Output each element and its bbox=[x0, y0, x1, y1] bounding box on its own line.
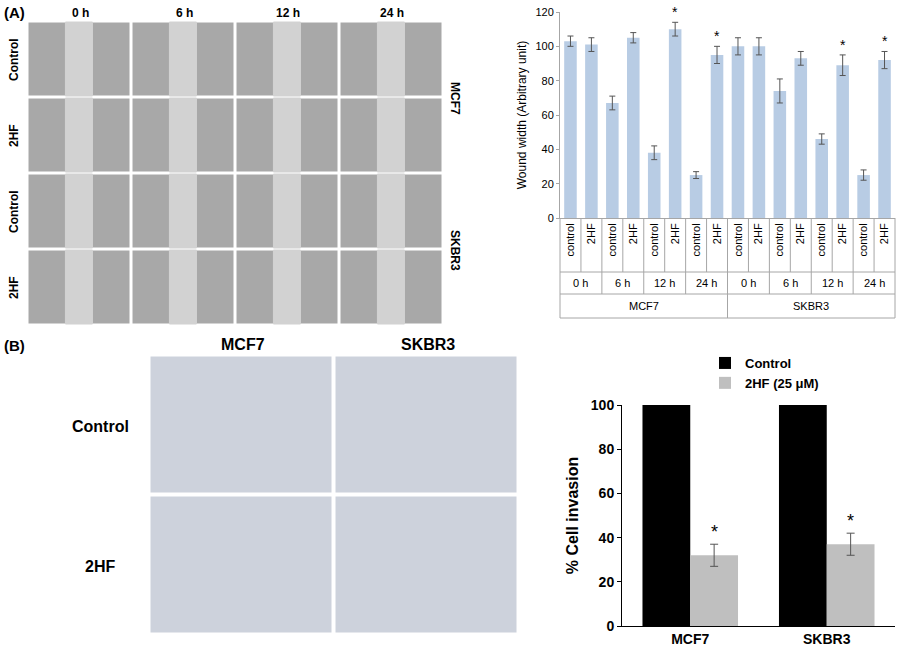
svg-text:100: 100 bbox=[535, 40, 553, 52]
svg-text:control: control bbox=[606, 223, 618, 256]
svg-text:40: 40 bbox=[542, 143, 554, 155]
svg-text:40: 40 bbox=[599, 530, 615, 546]
svg-text:12 h: 12 h bbox=[654, 277, 675, 289]
svg-text:% Cell invasion: % Cell invasion bbox=[564, 457, 581, 574]
svg-text:*: * bbox=[847, 511, 854, 531]
svg-text:0 h: 0 h bbox=[573, 277, 588, 289]
svg-text:SKBR3: SKBR3 bbox=[793, 300, 829, 312]
svg-text:Wound width (Arbitrary unit): Wound width (Arbitrary unit) bbox=[515, 41, 529, 190]
svg-text:2HF: 2HF bbox=[7, 276, 21, 299]
svg-text:6 h: 6 h bbox=[176, 6, 193, 20]
svg-text:2HF (25 μM): 2HF (25 μM) bbox=[745, 376, 819, 391]
svg-text:(A): (A) bbox=[4, 4, 25, 21]
svg-text:Control: Control bbox=[7, 38, 21, 81]
svg-text:120: 120 bbox=[535, 6, 553, 18]
svg-text:2HF: 2HF bbox=[878, 223, 890, 244]
svg-text:MCF7: MCF7 bbox=[671, 631, 709, 647]
svg-text:2HF: 2HF bbox=[711, 223, 723, 244]
svg-text:2HF: 2HF bbox=[627, 223, 639, 244]
svg-text:MCF7: MCF7 bbox=[629, 300, 659, 312]
svg-text:MCF7: MCF7 bbox=[448, 82, 462, 115]
svg-text:control: control bbox=[815, 223, 827, 256]
svg-text:(B): (B) bbox=[4, 337, 25, 354]
svg-text:*: * bbox=[714, 28, 720, 44]
svg-text:2HF: 2HF bbox=[585, 223, 597, 244]
svg-text:control: control bbox=[564, 223, 576, 256]
svg-text:24 h: 24 h bbox=[696, 277, 717, 289]
svg-text:control: control bbox=[648, 223, 660, 256]
svg-text:80: 80 bbox=[542, 75, 554, 87]
svg-text:Control: Control bbox=[745, 356, 791, 371]
svg-text:2HF: 2HF bbox=[752, 223, 764, 244]
svg-text:*: * bbox=[711, 522, 718, 542]
svg-text:24 h: 24 h bbox=[864, 277, 885, 289]
svg-text:24 h: 24 h bbox=[380, 6, 404, 20]
svg-text:0 h: 0 h bbox=[741, 277, 756, 289]
svg-text:12 h: 12 h bbox=[276, 6, 300, 20]
svg-text:Control: Control bbox=[7, 190, 21, 233]
svg-text:*: * bbox=[840, 37, 846, 53]
svg-text:6 h: 6 h bbox=[783, 277, 798, 289]
svg-text:control: control bbox=[690, 223, 702, 256]
svg-text:control: control bbox=[732, 223, 744, 256]
svg-text:20: 20 bbox=[599, 574, 615, 590]
svg-text:100: 100 bbox=[591, 397, 615, 413]
svg-text:control: control bbox=[857, 223, 869, 256]
svg-text:SKBR3: SKBR3 bbox=[803, 631, 851, 647]
svg-text:MCF7: MCF7 bbox=[221, 336, 265, 353]
svg-text:*: * bbox=[672, 4, 678, 20]
svg-text:60: 60 bbox=[542, 109, 554, 121]
svg-text:0: 0 bbox=[548, 212, 554, 224]
svg-text:SKBR3: SKBR3 bbox=[401, 336, 455, 353]
svg-text:6 h: 6 h bbox=[615, 277, 630, 289]
svg-text:0 h: 0 h bbox=[72, 6, 89, 20]
svg-text:20: 20 bbox=[542, 178, 554, 190]
svg-text:*: * bbox=[882, 33, 888, 49]
svg-text:2HF: 2HF bbox=[836, 223, 848, 244]
svg-text:2HF: 2HF bbox=[85, 558, 115, 575]
svg-text:2HF: 2HF bbox=[669, 223, 681, 244]
svg-text:0: 0 bbox=[606, 618, 614, 634]
svg-text:12 h: 12 h bbox=[822, 277, 843, 289]
svg-text:80: 80 bbox=[599, 441, 615, 457]
svg-text:control: control bbox=[773, 223, 785, 256]
svg-text:60: 60 bbox=[599, 485, 615, 501]
svg-text:SKBR3: SKBR3 bbox=[448, 230, 462, 271]
svg-text:Control: Control bbox=[72, 418, 129, 435]
svg-text:2HF: 2HF bbox=[794, 223, 806, 244]
svg-text:2HF: 2HF bbox=[7, 124, 21, 147]
